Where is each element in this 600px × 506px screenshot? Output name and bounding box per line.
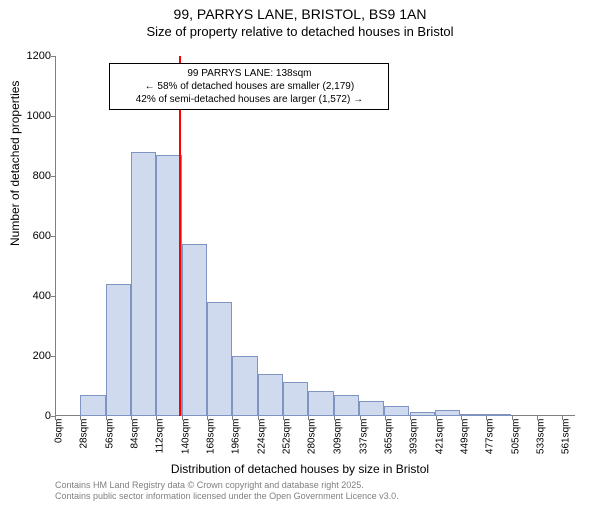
y-tick-label: 200 bbox=[15, 350, 51, 362]
x-tick-label: 56sqm bbox=[104, 419, 115, 469]
x-tick-label: 112sqm bbox=[155, 419, 166, 469]
x-tick-label: 168sqm bbox=[205, 419, 216, 469]
y-tick-mark bbox=[51, 56, 55, 57]
y-tick-label: 0 bbox=[15, 410, 51, 422]
x-tick-label: 252sqm bbox=[281, 419, 292, 469]
histogram-bar bbox=[435, 410, 460, 416]
x-tick-label: 477sqm bbox=[485, 419, 496, 469]
y-tick-mark bbox=[51, 176, 55, 177]
histogram-bar bbox=[131, 152, 156, 416]
histogram-bar bbox=[156, 155, 181, 416]
annotation-line: 42% of semi-detached houses are larger (… bbox=[116, 93, 382, 106]
y-tick-label: 800 bbox=[15, 170, 51, 182]
chart-subtitle: Size of property relative to detached ho… bbox=[0, 24, 600, 39]
y-tick-label: 600 bbox=[15, 230, 51, 242]
y-tick-mark bbox=[51, 296, 55, 297]
x-tick-label: 224sqm bbox=[256, 419, 267, 469]
y-tick-mark bbox=[51, 236, 55, 237]
x-tick-label: 28sqm bbox=[79, 419, 90, 469]
x-tick-label: 140sqm bbox=[180, 419, 191, 469]
y-tick-label: 1200 bbox=[15, 50, 51, 62]
histogram-bar bbox=[359, 401, 384, 416]
x-tick-label: 393sqm bbox=[409, 419, 420, 469]
chart-container: 99, PARRYS LANE, BRISTOL, BS9 1AN Size o… bbox=[0, 6, 600, 506]
histogram-bar bbox=[182, 244, 207, 417]
annotation-box: 99 PARRYS LANE: 138sqm← 58% of detached … bbox=[109, 63, 389, 110]
x-tick-label: 505sqm bbox=[510, 419, 521, 469]
histogram-bar bbox=[410, 412, 435, 417]
footnote: Contains HM Land Registry data © Crown c… bbox=[55, 480, 399, 502]
histogram-bar bbox=[232, 356, 257, 416]
histogram-bar bbox=[308, 391, 333, 417]
x-tick-label: 280sqm bbox=[307, 419, 318, 469]
x-tick-label: 421sqm bbox=[434, 419, 445, 469]
annotation-line: 99 PARRYS LANE: 138sqm bbox=[116, 67, 382, 80]
histogram-bar bbox=[283, 382, 308, 417]
y-tick-label: 1000 bbox=[15, 110, 51, 122]
x-tick-label: 0sqm bbox=[54, 419, 65, 469]
annotation-line: ← 58% of detached houses are smaller (2,… bbox=[116, 80, 382, 93]
y-tick-label: 400 bbox=[15, 290, 51, 302]
x-tick-label: 309sqm bbox=[333, 419, 344, 469]
histogram-bar bbox=[485, 414, 510, 416]
histogram-bar bbox=[460, 414, 485, 416]
histogram-bar bbox=[80, 395, 105, 416]
x-tick-label: 449sqm bbox=[460, 419, 471, 469]
histogram-bar bbox=[258, 374, 283, 416]
footnote-line2: Contains public sector information licen… bbox=[55, 491, 399, 502]
histogram-bar bbox=[106, 284, 131, 416]
x-tick-label: 84sqm bbox=[129, 419, 140, 469]
y-tick-mark bbox=[51, 116, 55, 117]
x-tick-label: 533sqm bbox=[536, 419, 547, 469]
x-tick-label: 365sqm bbox=[384, 419, 395, 469]
histogram-bar bbox=[384, 406, 409, 417]
x-tick-label: 561sqm bbox=[561, 419, 572, 469]
plot-area: 0200400600800100012000sqm28sqm56sqm84sqm… bbox=[55, 56, 575, 416]
y-axis-label: Number of detached properties bbox=[8, 81, 22, 246]
histogram-bar bbox=[334, 395, 359, 416]
y-tick-mark bbox=[51, 356, 55, 357]
x-tick-label: 337sqm bbox=[358, 419, 369, 469]
histogram-bar bbox=[207, 302, 232, 416]
chart-title: 99, PARRYS LANE, BRISTOL, BS9 1AN bbox=[0, 6, 600, 22]
x-tick-label: 196sqm bbox=[231, 419, 242, 469]
x-axis-label: Distribution of detached houses by size … bbox=[0, 462, 600, 476]
footnote-line1: Contains HM Land Registry data © Crown c… bbox=[55, 480, 399, 491]
